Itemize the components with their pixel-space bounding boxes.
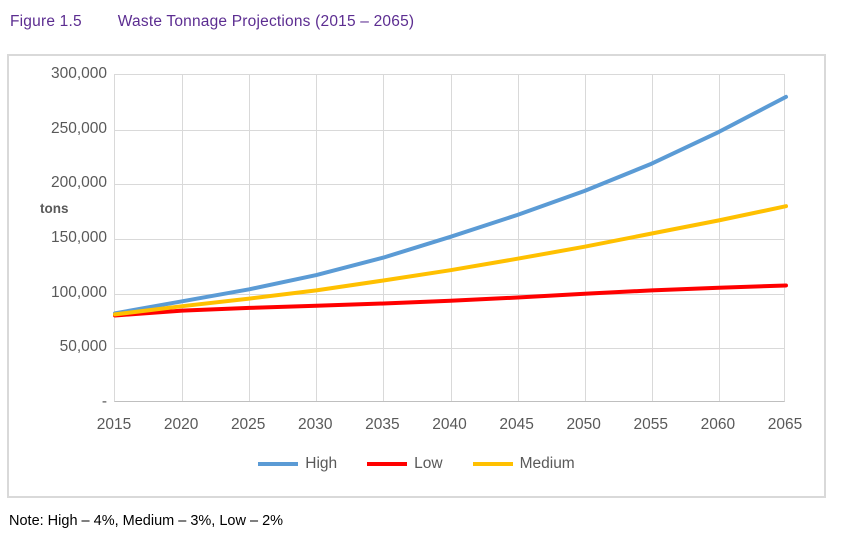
y-tick-label: 300,000	[50, 65, 107, 82]
footnote: Note: High – 4%, Medium – 3%, Low – 2%	[9, 513, 284, 529]
y-tick-label: 200,000	[50, 174, 107, 192]
y-axis-title: tons	[40, 201, 69, 216]
x-tick-label: 2055	[633, 416, 669, 433]
v-gridline	[249, 75, 251, 401]
y-tick-label: 150,000	[50, 229, 107, 246]
v-gridline	[651, 75, 653, 401]
v-gridline	[316, 75, 318, 401]
x-tick-label: 2025	[230, 416, 266, 433]
figure-caption: Waste Tonnage Projections (2015 – 2065)	[117, 13, 415, 30]
plot-svg	[113, 94, 788, 318]
legend-item-medium: Medium	[472, 455, 575, 473]
y-tick-label: 50,000	[59, 338, 107, 356]
legend-label-high: High	[305, 455, 338, 472]
x-tick-label: 2045	[499, 416, 534, 433]
h-gridline	[115, 129, 784, 131]
v-gridline	[517, 75, 519, 401]
x-tick-label: 2065	[767, 416, 803, 433]
v-gridline	[182, 75, 184, 401]
line-low	[113, 283, 788, 318]
chart-container: tons 300,000 250,000 200,000 150,000 100,000…	[7, 54, 826, 498]
figure-title: Figure 1.5 Waste Tonnage Projections (201…	[10, 13, 414, 31]
v-gridline	[584, 75, 586, 401]
x-tick-label: 2050	[566, 416, 601, 433]
h-gridline	[115, 239, 784, 240]
figure-number: Figure 1.5	[10, 13, 82, 30]
line-high	[113, 94, 788, 316]
y-tick-label: 250,000	[50, 119, 107, 137]
line-medium	[113, 204, 788, 317]
legend: High Low Medium	[9, 455, 824, 473]
h-gridline	[115, 184, 784, 186]
x-tick-label: 2020	[163, 416, 199, 433]
y-tick-label: -	[101, 393, 107, 410]
h-gridline	[115, 348, 784, 350]
legend-label-medium: Medium	[519, 455, 575, 472]
legend-item-high: High	[258, 455, 337, 473]
y-tick-label: 100,000	[50, 283, 107, 301]
plot-area	[113, 74, 788, 402]
legend-swatch-medium	[472, 462, 513, 466]
legend-label-low: Low	[414, 455, 443, 472]
x-tick-label: 2060	[700, 416, 736, 433]
v-gridline	[718, 75, 720, 401]
x-tick-label: 2015	[96, 416, 132, 433]
x-tick-label: 2040	[432, 416, 467, 433]
h-gridline	[115, 293, 784, 295]
x-tick-label: 2030	[298, 416, 333, 433]
legend-item-low: Low	[367, 455, 443, 473]
v-gridline	[383, 75, 385, 401]
legend-swatch-low	[367, 462, 408, 466]
x-tick-label: 2035	[365, 416, 400, 433]
legend-swatch-high	[258, 462, 299, 466]
